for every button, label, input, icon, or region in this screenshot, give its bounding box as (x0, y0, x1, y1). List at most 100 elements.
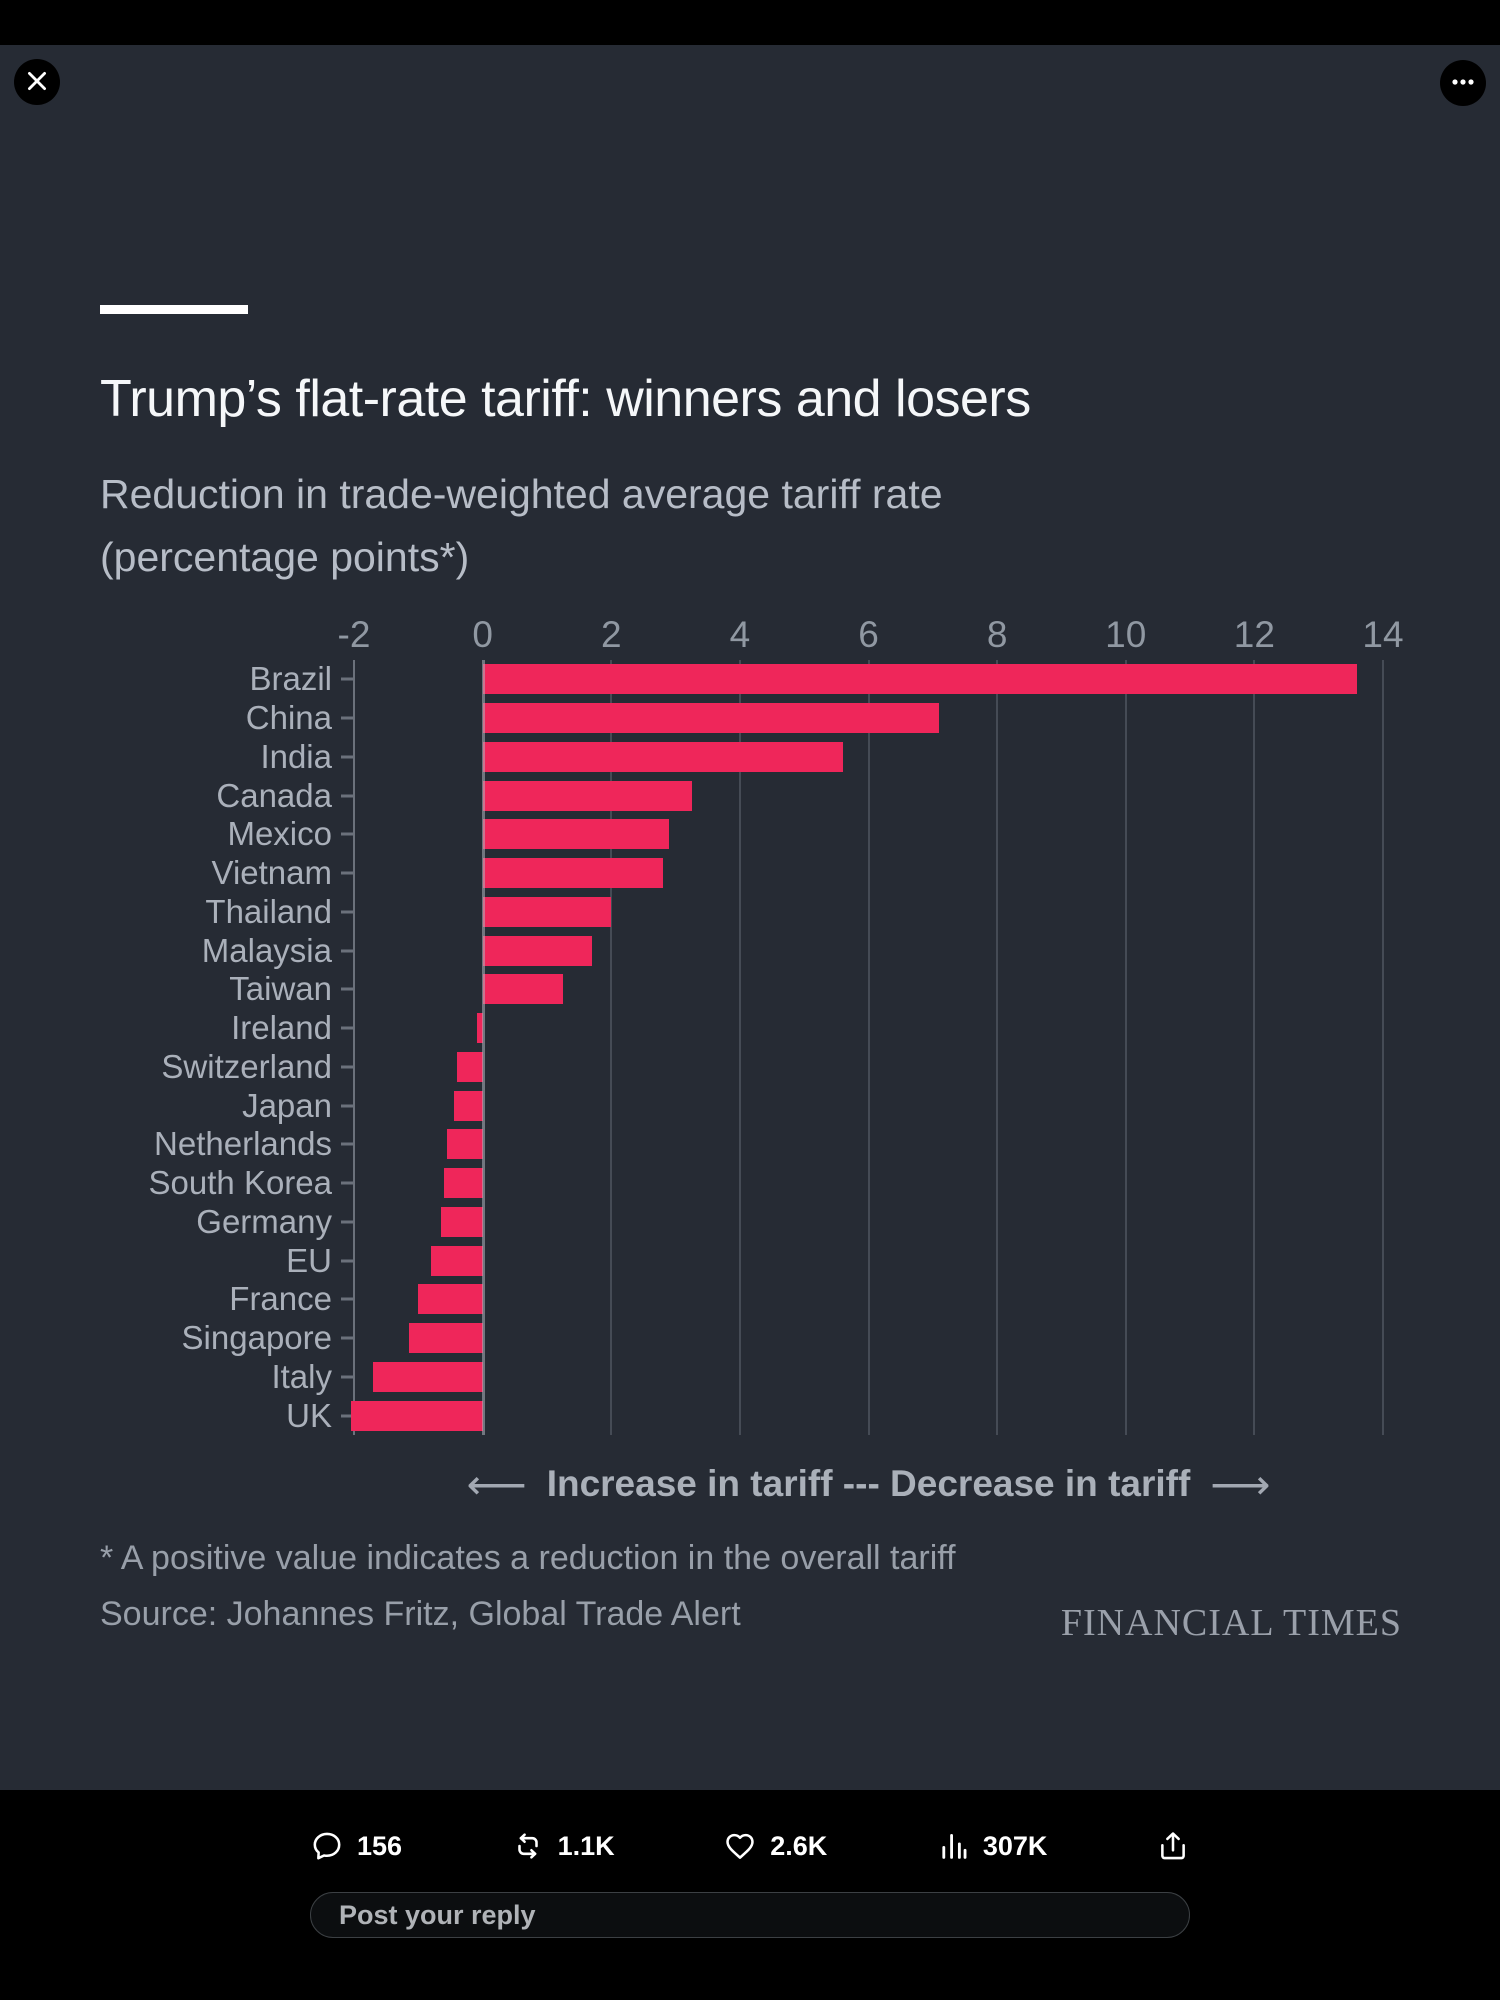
like-button[interactable]: 2.6K (723, 1829, 827, 1863)
right-arrow-icon: ⟶ (1210, 1460, 1271, 1508)
bar-japan (453, 1090, 483, 1121)
category-label-japan: Japan (242, 1086, 332, 1124)
category-tick (341, 1181, 354, 1185)
gridline-14 (1382, 660, 1384, 1435)
left-arrow-icon: ⟵ (466, 1460, 527, 1508)
chart-source: Source: Johannes Fritz, Global Trade Ale… (100, 1595, 741, 1633)
close-icon (24, 68, 50, 97)
category-tick (341, 987, 354, 991)
close-button[interactable] (14, 59, 60, 105)
more-icon (1449, 68, 1477, 99)
category-label-singapore: Singapore (181, 1319, 332, 1357)
category-label-vietnam: Vietnam (211, 854, 332, 892)
category-label-malaysia: Malaysia (201, 931, 332, 969)
bar-switzerland (456, 1051, 483, 1082)
zero-baseline (481, 660, 485, 1435)
gridline-10 (1124, 660, 1127, 1435)
x-axis-tick-label: 6 (858, 614, 879, 655)
chart-row-uk: UK (286, 1396, 1383, 1435)
chart-row-brazil: Brazil (249, 660, 1383, 699)
bar-france (418, 1284, 483, 1315)
x-axis-tick-label: 10 (1105, 614, 1147, 655)
heart-icon (723, 1829, 757, 1863)
category-label-ireland: Ireland (231, 1009, 332, 1047)
chart-row-eu: EU (286, 1241, 1383, 1280)
repost-button[interactable]: 1.1K (511, 1829, 615, 1863)
chart-row-italy: Italy (271, 1358, 1383, 1397)
category-label-uk: UK (286, 1396, 332, 1434)
chart-row-germany: Germany (196, 1203, 1383, 1242)
repost-count: 1.1K (557, 1830, 615, 1861)
gridline-2 (610, 660, 613, 1435)
chart-row-india: India (260, 738, 1383, 777)
category-tick (341, 1220, 354, 1224)
category-label-south-korea: South Korea (148, 1164, 332, 1202)
category-label-canada: Canada (216, 776, 332, 814)
chart-row-vietnam: Vietnam (212, 854, 1383, 893)
x-axis-tick-label: -2 (337, 614, 371, 655)
chart-image: Trump’s flat-rate tariff: winners and lo… (0, 45, 1500, 1790)
chart-row-japan: Japan (242, 1086, 1383, 1125)
reply-button[interactable]: 156 (310, 1829, 402, 1863)
chart-footnote: * A positive value indicates a reduction… (100, 1539, 956, 1577)
chart-subtitle-line1: Reduction in trade-weighted average tari… (100, 471, 943, 517)
category-tick (341, 1026, 354, 1030)
category-tick (341, 1297, 354, 1301)
bar-brazil (482, 664, 1358, 695)
bar-vietnam (482, 858, 663, 889)
bar-netherlands (447, 1129, 483, 1160)
category-tick (341, 1259, 354, 1263)
bar-germany (440, 1206, 483, 1237)
bar-italy (373, 1361, 483, 1392)
x-axis-tick-label: 4 (729, 614, 751, 655)
bar-india (482, 741, 843, 772)
category-tick (341, 910, 354, 914)
bar-thailand (482, 896, 612, 927)
repost-icon (511, 1829, 545, 1863)
chart-row-thailand: Thailand (205, 893, 1383, 932)
chart-row-singapore: Singapore (182, 1319, 1383, 1358)
chart-row-switzerland: Switzerland (161, 1048, 1383, 1087)
category-tick (341, 1065, 354, 1069)
category-label-eu: EU (286, 1241, 332, 1279)
chart-row-canada: Canada (216, 776, 1383, 815)
share-icon (1156, 1829, 1190, 1863)
gridline-8 (996, 660, 999, 1435)
bar-south-korea (444, 1168, 483, 1199)
bar-chart-icon (936, 1829, 970, 1863)
gridline-12 (1253, 660, 1256, 1435)
category-label-germany: Germany (196, 1202, 332, 1240)
category-tick (341, 1375, 354, 1379)
chart-row-france: France (229, 1280, 1383, 1319)
category-label-brazil: Brazil (249, 660, 332, 698)
x-axis-tick-label: 8 (986, 614, 1008, 655)
chart-row-china: China (246, 699, 1383, 738)
share-button[interactable] (1156, 1829, 1190, 1863)
reply-input[interactable]: Post your reply (310, 1892, 1190, 1938)
x-axis-tick-label: 14 (1362, 614, 1404, 655)
category-label-mexico: Mexico (227, 815, 332, 853)
chart-row-south-korea: South Korea (149, 1164, 1383, 1203)
bar-ireland (477, 1013, 483, 1044)
reply-count: 156 (357, 1830, 403, 1861)
gridline--2 (353, 660, 355, 1435)
plot-area: -2 0 2 4 6 8 10 12 14 Brazil China India Canada Mexic… (149, 614, 1404, 1435)
category-tick (341, 716, 354, 720)
category-tick (341, 677, 354, 681)
chart-row-netherlands: Netherlands (154, 1125, 1383, 1164)
bar-china (482, 703, 940, 734)
bar-malaysia (482, 935, 592, 966)
chart-row-mexico: Mexico (227, 815, 1383, 854)
category-tick (341, 1104, 354, 1108)
category-label-netherlands: Netherlands (154, 1125, 332, 1163)
bar-uk (350, 1400, 483, 1431)
bar-eu (431, 1245, 483, 1276)
views-button[interactable]: 307K (936, 1829, 1048, 1863)
bar-canada (482, 780, 692, 811)
chart-subtitle-line2: (percentage points*) (100, 534, 470, 580)
category-tick (341, 1142, 354, 1146)
chart-subtitle: Reduction in trade-weighted average tari… (100, 463, 943, 589)
chart-title: Trump’s flat-rate tariff: winners and lo… (100, 370, 1031, 428)
more-button[interactable] (1440, 60, 1486, 106)
view-count: 307K (982, 1830, 1048, 1861)
